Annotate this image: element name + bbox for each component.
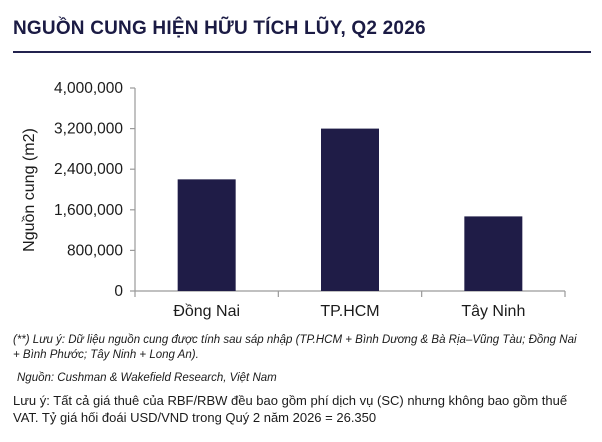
y-tick-label: 0 bbox=[114, 283, 123, 300]
x-tick-label: Đồng Nai bbox=[173, 303, 240, 320]
y-tick-label: 800,000 bbox=[67, 242, 123, 259]
page-title: NGUỒN CUNG HIỆN HỮU TÍCH LŨY, Q2 2026 bbox=[13, 18, 426, 39]
y-tick-label: 2,400,000 bbox=[54, 161, 123, 178]
x-tick-label: Tây Ninh bbox=[461, 303, 525, 320]
bar bbox=[321, 128, 379, 291]
y-tick-label: 4,000,000 bbox=[54, 80, 123, 97]
y-tick-label: 1,600,000 bbox=[54, 202, 123, 219]
title-divider bbox=[13, 51, 591, 53]
disclaimer-note: Lưu ý: Tất cả giá thuê của RBF/RBW đều b… bbox=[13, 393, 568, 425]
x-tick-label: TP.HCM bbox=[320, 303, 379, 320]
source-note: Nguồn: Cushman & Wakefield Research, Việ… bbox=[17, 372, 277, 384]
bar bbox=[177, 179, 236, 291]
y-tick-label: 3,200,000 bbox=[54, 121, 123, 138]
footnote-merger: (**) Lưu ý: Dữ liệu nguồn cung được tính… bbox=[13, 334, 577, 361]
supply-bar-chart: Nguồn cung (m2) 0 800,000 1,600,000 2,400,0… bbox=[21, 80, 566, 320]
y-axis-title: Nguồn cung (m2) bbox=[21, 128, 38, 252]
bar bbox=[464, 216, 523, 291]
